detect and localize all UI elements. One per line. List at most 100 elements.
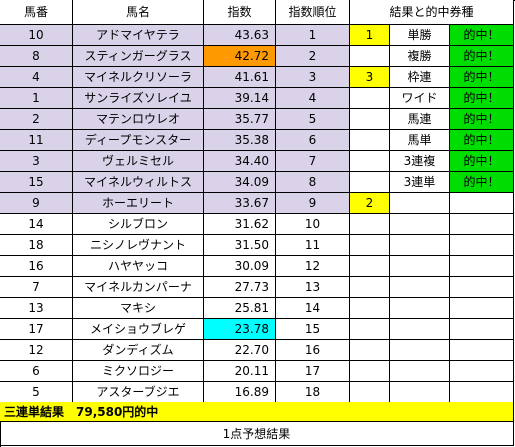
horse-number-cell: 17	[0, 319, 73, 340]
bet-type-cell	[390, 235, 450, 256]
bet-type-cell	[390, 298, 450, 319]
horse-number-cell: 18	[0, 235, 73, 256]
horse-number-cell: 9	[0, 193, 73, 214]
bet-type-cell: 3連単	[390, 172, 450, 193]
index-rank-cell: 17	[276, 361, 350, 382]
finish-position-cell	[350, 256, 390, 277]
horse-number-cell: 6	[0, 361, 73, 382]
horse-number-cell: 1	[0, 88, 73, 109]
horse-name-cell: ダンディズム	[73, 340, 204, 361]
finish-position-cell	[350, 109, 390, 130]
bet-type-cell	[390, 277, 450, 298]
horse-name-cell: スティンガーグラス	[73, 46, 204, 67]
index-cell: 27.73	[204, 277, 276, 298]
index-rank-cell: 2	[276, 46, 350, 67]
finish-position-cell	[350, 130, 390, 151]
horse-number-cell: 14	[0, 214, 73, 235]
index-cell: 20.11	[204, 361, 276, 382]
horse-number-cell: 8	[0, 46, 73, 67]
bet-type-cell: 馬連	[390, 109, 450, 130]
finish-position-cell	[350, 235, 390, 256]
horse-name-cell: ミクソロジー	[73, 361, 204, 382]
bet-type-cell: 単勝	[390, 25, 450, 46]
finish-position-cell	[350, 151, 390, 172]
horse-name-cell: ホーエリート	[73, 193, 204, 214]
bet-type-cell	[390, 382, 450, 403]
hit-cell: 的中！	[450, 25, 514, 46]
horse-name-cell: シルブロン	[73, 214, 204, 235]
horse-name-cell: マイネルカンパーナ	[73, 277, 204, 298]
horse-name-cell: ヴェルミセル	[73, 151, 204, 172]
index-rank-cell: 4	[276, 88, 350, 109]
index-cell: 34.40	[204, 151, 276, 172]
hit-cell: 的中！	[450, 67, 514, 88]
bet-type-cell	[390, 319, 450, 340]
finish-position-cell	[350, 340, 390, 361]
hit-cell: 的中！	[450, 172, 514, 193]
finish-position-cell	[350, 361, 390, 382]
header-horse-name: 馬名	[73, 0, 204, 25]
index-rank-cell: 3	[276, 67, 350, 88]
horse-name-cell: アドマイヤテラ	[73, 25, 204, 46]
horse-number-cell: 5	[0, 382, 73, 403]
finish-position-cell	[350, 382, 390, 403]
hit-cell	[450, 319, 514, 340]
index-cell: 33.67	[204, 193, 276, 214]
index-rank-cell: 9	[276, 193, 350, 214]
hit-cell	[450, 235, 514, 256]
bet-type-cell: 複勝	[390, 46, 450, 67]
index-cell: 31.50	[204, 235, 276, 256]
finish-position-cell	[350, 277, 390, 298]
bet-type-cell	[390, 361, 450, 382]
bet-type-cell	[390, 193, 450, 214]
horse-name-cell: メイショウブレゲ	[73, 319, 204, 340]
hit-cell: 的中！	[450, 130, 514, 151]
horse-name-cell: マテンロウレオ	[73, 109, 204, 130]
hit-cell: 的中！	[450, 88, 514, 109]
hit-cell: 的中！	[450, 46, 514, 67]
horse-number-cell: 4	[0, 67, 73, 88]
finish-position-cell: 1	[350, 25, 390, 46]
header-result-bet-types: 結果と的中券種	[350, 0, 514, 25]
bet-type-cell	[390, 340, 450, 361]
horse-number-cell: 15	[0, 172, 73, 193]
horse-number-cell: 13	[0, 298, 73, 319]
finish-position-cell: 2	[350, 193, 390, 214]
finish-position-cell	[350, 88, 390, 109]
index-rank-cell: 6	[276, 130, 350, 151]
horse-number-cell: 3	[0, 151, 73, 172]
index-cell: 23.78	[204, 319, 276, 340]
hit-cell	[450, 214, 514, 235]
bet-type-cell: ワイド	[390, 88, 450, 109]
horse-number-cell: 16	[0, 256, 73, 277]
finish-position-cell	[350, 214, 390, 235]
index-rank-cell: 12	[276, 256, 350, 277]
header-index: 指数	[204, 0, 276, 25]
index-rank-cell: 11	[276, 235, 350, 256]
index-rank-cell: 18	[276, 382, 350, 403]
horse-name-cell: マキシ	[73, 298, 204, 319]
finish-position-cell: 3	[350, 67, 390, 88]
horse-name-cell: ディープモンスター	[73, 130, 204, 151]
finish-position-cell	[350, 298, 390, 319]
hit-cell: 的中！	[450, 151, 514, 172]
index-cell: 25.81	[204, 298, 276, 319]
index-cell: 39.14	[204, 88, 276, 109]
index-rank-cell: 5	[276, 109, 350, 130]
horse-number-cell: 7	[0, 277, 73, 298]
index-rank-cell: 14	[276, 298, 350, 319]
index-cell: 34.09	[204, 172, 276, 193]
horse-number-cell: 11	[0, 130, 73, 151]
horse-number-cell: 10	[0, 25, 73, 46]
index-rank-cell: 16	[276, 340, 350, 361]
header-horse-number: 馬番	[0, 0, 73, 25]
index-cell: 31.62	[204, 214, 276, 235]
bet-type-cell: 3連複	[390, 151, 450, 172]
bet-type-cell: 馬単	[390, 130, 450, 151]
finish-position-cell	[350, 172, 390, 193]
bet-type-cell: 枠連	[390, 67, 450, 88]
hit-cell	[450, 361, 514, 382]
horse-name-cell: マイネルクリソーラ	[73, 67, 204, 88]
index-cell: 22.70	[204, 340, 276, 361]
trifecta-result-banner: 三連単結果 79,580円的中	[0, 402, 514, 422]
